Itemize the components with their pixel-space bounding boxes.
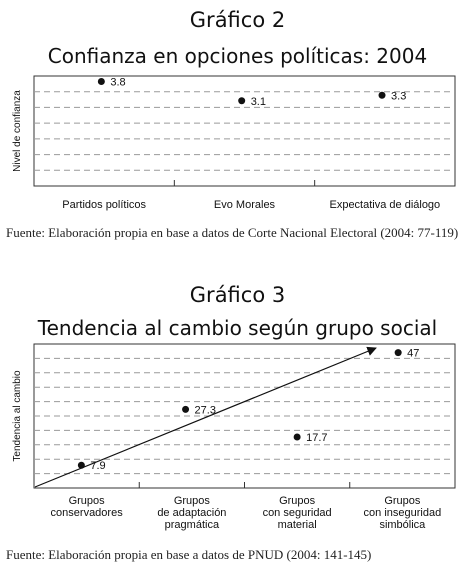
chart2-source: Fuente: Elaboración propia en base a dat… <box>6 547 372 562</box>
data-point <box>378 91 386 99</box>
data-point <box>293 433 301 441</box>
data-point <box>394 349 402 357</box>
chart1-plot: 3.8 3.1 3.3 Partidos políticos Evo Morales Ex… <box>12 75 456 211</box>
category-label: Grupos <box>69 495 106 507</box>
y-axis-label: Nivel de confianza <box>12 90 23 172</box>
y-axis-label: Tendencia al cambio <box>12 370 23 462</box>
category-label: conservadores <box>51 507 124 519</box>
chart2-title: Tendencia al cambio según grupo social <box>37 316 438 340</box>
data-label: 3.3 <box>391 90 406 102</box>
data-point <box>182 405 190 413</box>
category-label: Grupos <box>279 495 316 507</box>
trend-arrow <box>34 346 377 488</box>
category-label: Partidos políticos <box>62 199 146 211</box>
data-label: 17.7 <box>306 432 327 444</box>
chart1-title: Confianza en opciones políticas: 2004 <box>47 44 428 68</box>
chart1-number: Gráfico 2 <box>189 8 286 32</box>
category-label: con inseguridad <box>364 507 442 519</box>
category-label: simbólica <box>379 519 426 531</box>
category-label: pragmática <box>165 519 220 531</box>
chart2-number: Gráfico 3 <box>189 283 286 307</box>
chart2-plot: 7.927.317.747GruposconservadoresGruposde… <box>12 343 456 531</box>
category-label: de adaptación <box>157 507 226 519</box>
category-label: Grupos <box>384 495 421 507</box>
category-label: Evo Morales <box>214 199 276 211</box>
category-label: Expectativa de diálogo <box>329 199 440 211</box>
data-point <box>77 461 85 469</box>
category-label: con seguridad <box>263 507 332 519</box>
data-label: 3.8 <box>110 77 125 89</box>
data-label: 27.3 <box>195 404 216 416</box>
chart1-source: Fuente: Elaboración propia en base a dat… <box>6 225 459 240</box>
data-point <box>97 78 105 85</box>
data-label: 7.9 <box>90 460 105 472</box>
data-label: 3.1 <box>251 96 266 108</box>
data-label: 47 <box>407 348 419 360</box>
category-label: material <box>278 519 317 531</box>
data-point <box>238 97 246 105</box>
category-label: Grupos <box>174 495 211 507</box>
